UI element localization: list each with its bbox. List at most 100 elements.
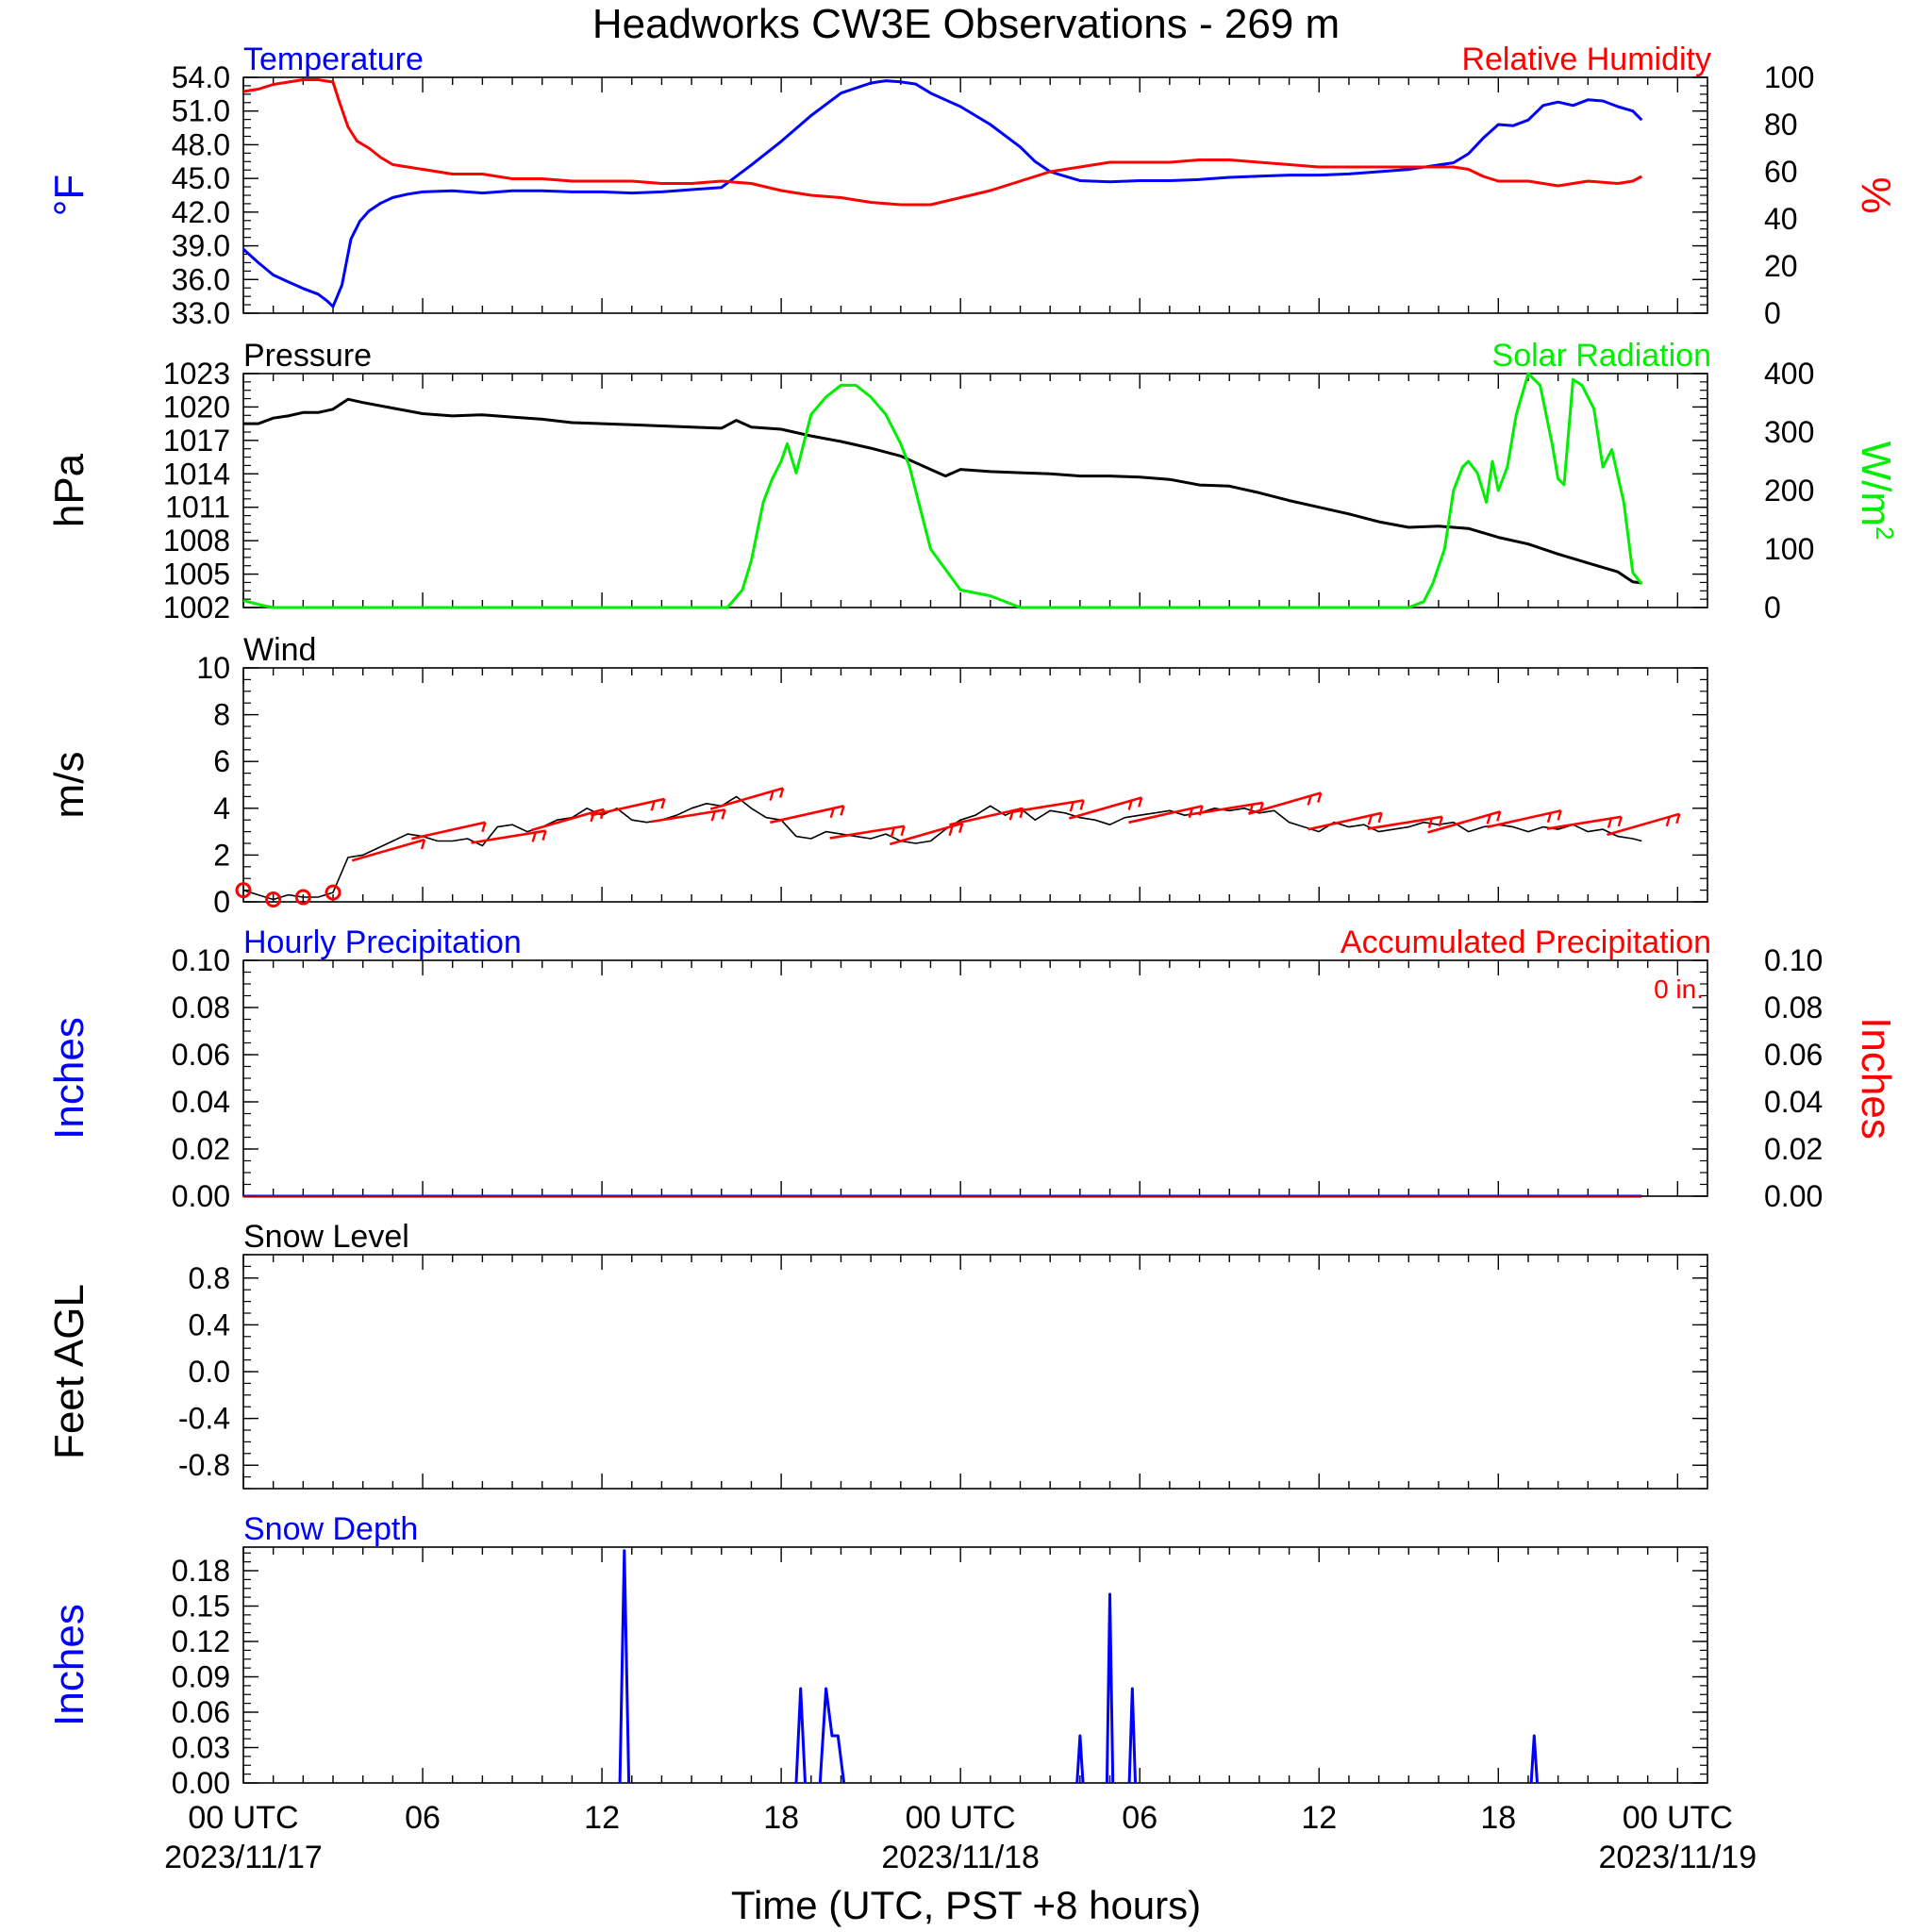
- wind-barb-feather: [1079, 800, 1085, 810]
- wind-barb: [411, 821, 486, 841]
- wind-barb-feather: [1557, 809, 1562, 821]
- wind-barb-feather: [1367, 814, 1374, 825]
- wind-barb: [1188, 801, 1263, 816]
- wind-barb-feather: [531, 832, 537, 842]
- wind-barb-feather: [958, 823, 964, 834]
- right-tick-label: 60: [1764, 155, 1798, 189]
- y-tick-label: 0.08: [172, 991, 230, 1024]
- right-tick-label: 0.08: [1764, 991, 1823, 1024]
- series-line-relative-humidity: [242, 78, 1642, 207]
- wind-barb: [471, 829, 546, 844]
- y-tick-label: 6: [213, 744, 230, 778]
- wind-barb-feather: [829, 808, 835, 819]
- left-axis-unit: °F: [46, 175, 92, 216]
- wind-barb: [829, 824, 905, 840]
- plot-frame: [242, 1254, 1708, 1490]
- y-tick-label: 54.0: [172, 60, 230, 94]
- left-axis-unit: Inches: [46, 1604, 92, 1726]
- wind-barb-feather: [1188, 808, 1193, 819]
- x-tick-date: 2023/11/18: [881, 1840, 1040, 1875]
- right-tick-label: 40: [1764, 202, 1798, 236]
- right-tick-label: 0.02: [1764, 1132, 1823, 1166]
- panel-title-left: Temperature: [243, 42, 424, 77]
- y-tick-label: 0.06: [172, 1038, 230, 1072]
- wind-barb-feather: [1675, 813, 1681, 824]
- y-tick-label: 0.04: [172, 1085, 230, 1119]
- wind-barb-feather: [541, 830, 547, 841]
- snow-depth-spike: [1529, 1734, 1539, 1784]
- right-tick-label: 20: [1764, 249, 1798, 283]
- wind-barb: [650, 808, 725, 824]
- left-axis-unit: m/s: [46, 752, 92, 819]
- wind-barb-feather: [420, 839, 426, 850]
- panel-title-left: Wind: [243, 632, 316, 668]
- wind-barb-feather: [948, 825, 954, 837]
- series-line-temperature: [242, 79, 1643, 308]
- wind-barb-feather: [778, 788, 785, 798]
- y-tick-label: 0.00: [172, 1766, 230, 1800]
- y-tick-label: 0.00: [172, 1179, 230, 1213]
- y-tick-label: 36.0: [172, 262, 230, 296]
- y-tick-label: 0.06: [172, 1695, 230, 1729]
- right-tick-label: 300: [1764, 415, 1814, 449]
- plot-frame: [242, 1546, 1708, 1784]
- x-tick-label: 00 UTC: [906, 1800, 1016, 1836]
- wind-barb-feather: [1307, 795, 1312, 806]
- right-tick-label: 200: [1764, 474, 1814, 508]
- y-tick-label: 0.4: [189, 1307, 230, 1341]
- left-axis-unit: hPa: [46, 453, 92, 527]
- y-tick-label: 1017: [163, 424, 230, 458]
- y-tick-label: -0.4: [178, 1402, 230, 1436]
- y-tick-label: 0.15: [172, 1590, 230, 1624]
- wind-barb: [1546, 815, 1622, 830]
- snow-depth-spike: [1075, 1734, 1085, 1784]
- wind-barb-feather: [1665, 816, 1671, 827]
- left-axis-unit: Inches: [46, 1017, 92, 1140]
- x-tick-date: 2023/11/17: [164, 1840, 323, 1875]
- y-tick-label: 0.0: [189, 1355, 230, 1389]
- wind-barb: [1427, 810, 1501, 834]
- wind-barb: [1248, 791, 1322, 815]
- y-tick-label: 1023: [163, 357, 230, 391]
- snow-depth-spike: [1127, 1687, 1137, 1784]
- x-tick-label: 18: [763, 1800, 799, 1836]
- right-tick-label: 0.10: [1764, 943, 1823, 977]
- wind-barb-feather: [1069, 801, 1074, 812]
- series-line-solar-radiation: [242, 372, 1643, 609]
- y-tick-label: 1005: [163, 558, 230, 591]
- x-tick-label: 12: [1301, 1800, 1337, 1836]
- wind-barb-feather: [840, 806, 845, 816]
- y-tick-label: 10: [196, 651, 230, 685]
- y-tick-label: 0.09: [172, 1660, 230, 1694]
- wind-barb-feather: [1138, 797, 1143, 808]
- panels: 54.051.048.045.042.039.036.033.010080604…: [46, 42, 1899, 1800]
- panel-temp_rh: 54.051.048.045.042.039.036.033.0 100 80 60 4…: [46, 42, 1899, 330]
- right-tick-label: 100: [1764, 60, 1814, 94]
- x-tick-label: 12: [584, 1800, 620, 1836]
- wind-barb-feather: [900, 825, 906, 837]
- right-axis-unit: W/m2: [1853, 441, 1899, 541]
- wind-barb-feather: [890, 827, 895, 838]
- y-tick-label: 0.03: [172, 1731, 230, 1765]
- x-tick-date: 2023/11/19: [1598, 1840, 1757, 1875]
- y-tick-label: 48.0: [172, 127, 230, 161]
- x-tick-label: 06: [405, 1800, 441, 1836]
- panel-snow_depth: 0.180.150.120.090.060.030.00 Snow Depth In…: [46, 1511, 1708, 1800]
- y-tick-label: 0.12: [172, 1624, 230, 1658]
- y-tick-label: 4: [213, 791, 230, 825]
- wind-barb: [1607, 812, 1680, 837]
- right-tick-label: 400: [1764, 357, 1814, 391]
- y-tick-label: 33.0: [172, 296, 230, 330]
- calm-wind-marker: [325, 884, 341, 901]
- panel-title-left: Snow Depth: [243, 1511, 418, 1547]
- y-tick-label: 1014: [163, 457, 230, 491]
- y-tick-label: 0: [213, 885, 230, 919]
- y-tick-label: 1008: [163, 524, 230, 558]
- y-tick-label: 1020: [163, 390, 230, 424]
- right-tick-label: 0: [1764, 296, 1781, 330]
- x-tick-label: 06: [1122, 1800, 1158, 1836]
- right-tick-label: 0.04: [1764, 1085, 1823, 1119]
- right-tick-label: 100: [1764, 532, 1814, 566]
- y-tick-label: 0.18: [172, 1554, 230, 1588]
